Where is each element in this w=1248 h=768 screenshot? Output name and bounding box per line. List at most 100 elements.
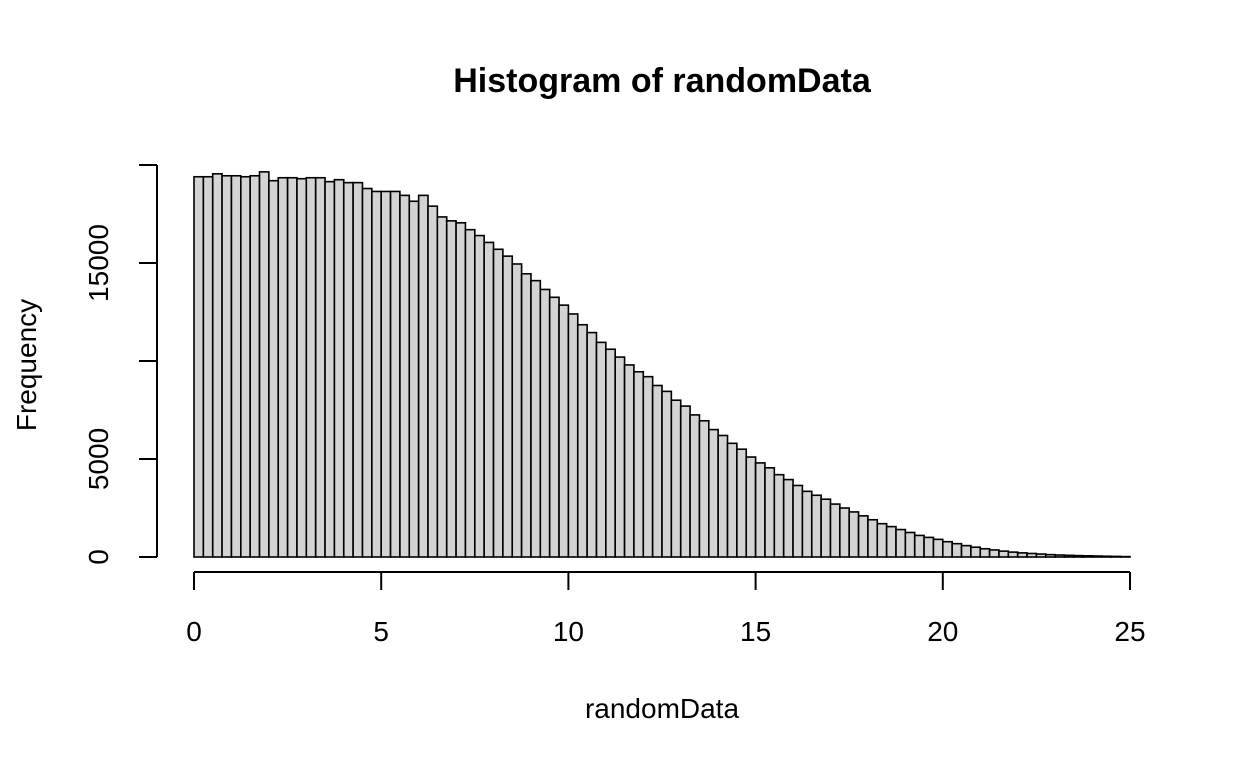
y-tick-label: 5000 (83, 428, 114, 490)
histogram-bar (558, 304, 570, 558)
histogram-bar (1082, 555, 1094, 558)
x-axis-label: randomData (585, 693, 740, 724)
histogram-bar (211, 173, 223, 558)
histogram-bar (1054, 554, 1066, 558)
y-axis-ticks: 0 5000 15000 (83, 164, 157, 565)
histogram-bar (736, 448, 748, 558)
histogram-bar (595, 341, 607, 558)
histogram-bar (745, 456, 757, 558)
histogram-bar (455, 222, 467, 558)
histogram-bar (726, 442, 738, 558)
histogram-bar (857, 515, 869, 558)
histogram-bar (810, 494, 822, 558)
histogram-bar (427, 205, 439, 558)
histogram-bar (651, 384, 663, 558)
histogram-bar (913, 534, 925, 558)
histogram-bar (464, 228, 476, 558)
histogram-bar (221, 174, 233, 558)
histogram-bar (960, 544, 972, 558)
histogram-bar (895, 528, 907, 558)
histogram-bar (754, 462, 766, 558)
histogram-bar (792, 484, 804, 558)
x-axis-ticks: 0 5 10 15 20 25 (186, 572, 1146, 647)
histogram-bar (502, 255, 514, 558)
y-tick-label: 15000 (83, 224, 114, 302)
histogram-bar (642, 375, 654, 558)
histogram-bar (296, 177, 308, 558)
histogram-bar (193, 175, 205, 558)
histogram-bar (689, 414, 701, 558)
histogram-bar (314, 176, 326, 558)
histogram-bar (633, 370, 645, 558)
histogram-bar (698, 419, 710, 558)
histogram-bar (530, 279, 542, 558)
histogram-bar (473, 234, 485, 558)
histogram-bar (867, 518, 879, 558)
histogram-bar (240, 175, 251, 558)
histogram-bar (417, 194, 429, 558)
histogram-bar (399, 194, 411, 558)
histogram-bar (1007, 551, 1019, 558)
histogram-bar (576, 323, 588, 558)
histogram-bar (268, 179, 280, 558)
histogram-bar (717, 434, 729, 558)
histogram-bar (605, 348, 617, 558)
histogram-bar (661, 390, 673, 558)
histogram-bar (1110, 555, 1122, 558)
histogram-bar (371, 190, 382, 558)
histogram-bar (408, 200, 420, 558)
histogram-bar (1101, 555, 1113, 558)
histogram-bar (670, 399, 682, 558)
histogram-bar (614, 356, 626, 558)
histogram-bar (202, 175, 214, 558)
histogram-bar (230, 174, 242, 558)
histogram-bar (352, 181, 364, 558)
histogram-bar (324, 180, 336, 558)
histogram-bar (1091, 555, 1103, 558)
histogram-bar (848, 511, 860, 558)
histogram-bar (548, 296, 560, 558)
histogram-bar (1016, 552, 1028, 558)
histogram-bar (707, 428, 719, 558)
histogram-bar (820, 498, 832, 558)
histogram-bars (193, 171, 1131, 558)
histogram-bar (483, 241, 495, 558)
histogram-bar (904, 531, 916, 558)
histogram-bar (567, 313, 579, 558)
histogram-bar (839, 507, 851, 558)
histogram-bar (520, 272, 532, 558)
histogram-bar (436, 216, 448, 558)
histogram-bar (941, 540, 953, 558)
x-tick-label: 25 (1114, 616, 1145, 647)
histogram-bar (286, 176, 298, 558)
histogram-bar (342, 181, 354, 558)
histogram-bar (764, 467, 776, 558)
histogram-bar (249, 174, 261, 558)
histogram-bar (932, 538, 944, 558)
histogram-bar (923, 536, 935, 558)
histogram-bar (1063, 554, 1075, 558)
histogram-bar (305, 176, 317, 558)
histogram-bar (623, 364, 635, 558)
histogram-bar (1035, 553, 1047, 558)
histogram-bar (876, 522, 888, 558)
histogram-bar (1044, 553, 1056, 558)
histogram-bar (511, 263, 523, 558)
histogram-bar (1026, 552, 1038, 558)
chart-title: Histogram of randomData (453, 62, 872, 100)
histogram-bar (970, 546, 982, 558)
histogram-bar (1073, 554, 1084, 558)
y-axis-label: Frequency (11, 299, 42, 431)
histogram-bar (782, 478, 794, 558)
histogram-bar (829, 503, 841, 558)
histogram-bar (998, 550, 1010, 558)
y-tick-label: 0 (83, 549, 114, 565)
x-tick-label: 10 (553, 616, 584, 647)
histogram-bar (445, 220, 457, 558)
x-tick-label: 20 (927, 616, 958, 647)
histogram-bar (586, 331, 598, 558)
histogram-bar (679, 405, 691, 558)
x-tick-label: 5 (373, 616, 389, 647)
histogram-bar (885, 525, 897, 558)
